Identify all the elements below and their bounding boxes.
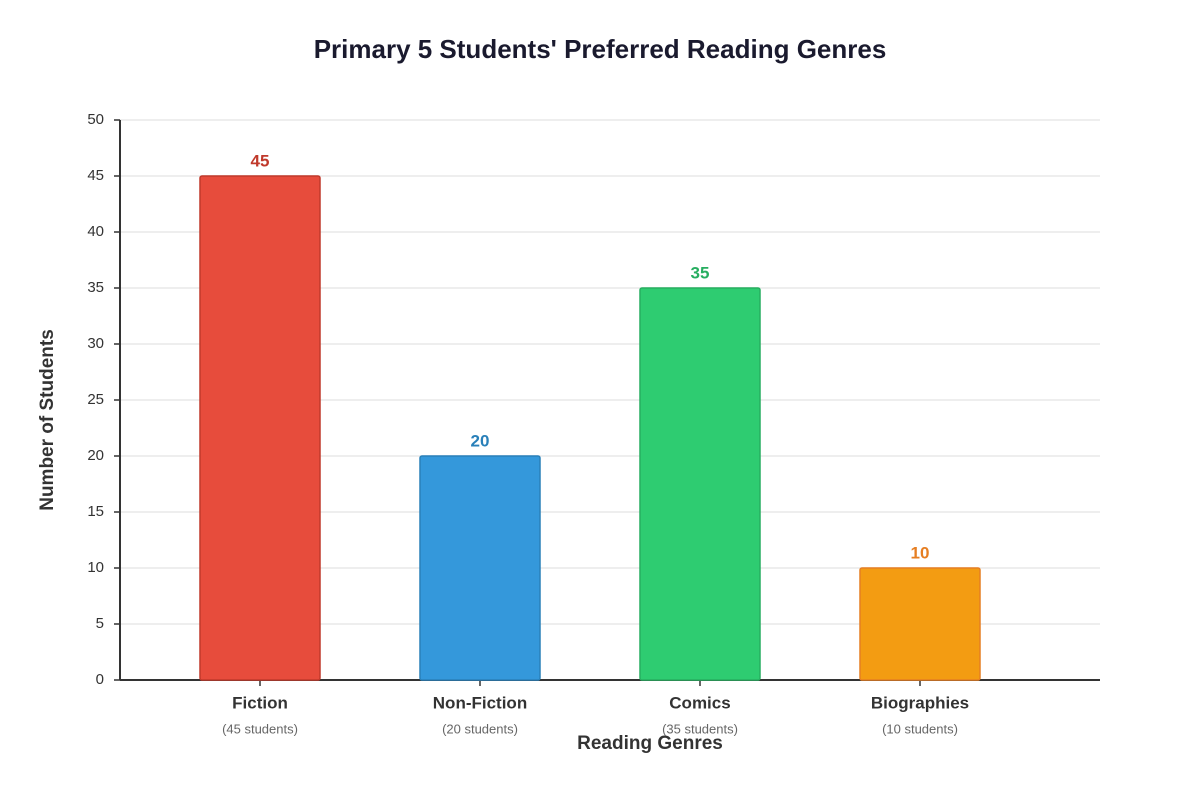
y-tick-label: 50: [87, 111, 104, 128]
bar: [859, 567, 981, 681]
x-tick-label: Non-Fiction: [433, 693, 527, 712]
y-tick-label: 20: [87, 447, 104, 464]
bar: [199, 175, 321, 681]
x-tick-note: (10 students): [882, 721, 958, 736]
y-tick-label: 40: [87, 223, 104, 240]
y-tick-label: 25: [87, 391, 104, 408]
value-label: 10: [911, 543, 930, 562]
chart-title: Primary 5 Students' Preferred Reading Ge…: [314, 34, 887, 64]
y-tick-label: 15: [87, 503, 104, 520]
y-tick-label: 5: [96, 615, 104, 632]
value-label: 45: [251, 151, 270, 170]
y-axis-title: Number of Students: [37, 329, 58, 511]
y-tick-label: 10: [87, 559, 104, 576]
x-axis-title: Reading Genres: [577, 733, 723, 754]
value-label: 20: [471, 431, 490, 450]
x-tick-label: Fiction: [232, 693, 288, 712]
y-tick-label: 0: [96, 671, 104, 688]
x-tick-note: (35 students): [662, 721, 738, 736]
x-tick-note: (20 students): [442, 721, 518, 736]
value-label: 35: [691, 263, 710, 282]
y-tick-label: 45: [87, 167, 104, 184]
bar: [419, 455, 541, 681]
x-tick-label: Comics: [669, 693, 730, 712]
x-tick-note: (45 students): [222, 721, 298, 736]
x-tick-label: Biographies: [871, 693, 969, 712]
y-tick-label: 35: [87, 279, 104, 296]
bar: [639, 287, 761, 681]
y-tick-label: 30: [87, 335, 104, 352]
